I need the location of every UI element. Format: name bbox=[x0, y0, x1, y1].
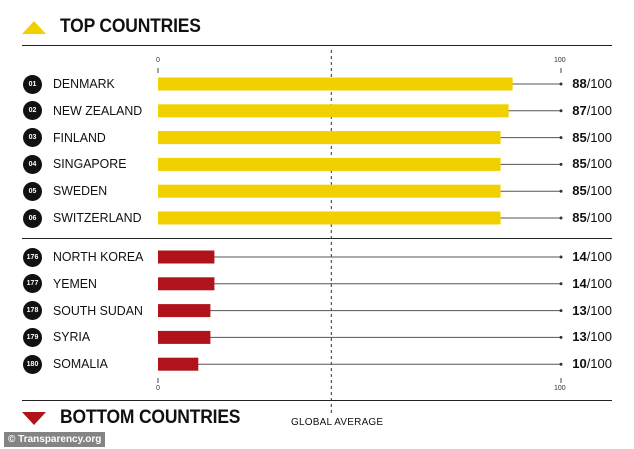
bar-syria bbox=[158, 330, 211, 344]
score-value: 14 bbox=[572, 275, 587, 291]
score-suffix: /100 bbox=[586, 329, 612, 345]
score-label: 85/100 bbox=[572, 210, 612, 226]
bottom-countries-title: BOTTOM COUNTRIES bbox=[60, 407, 241, 428]
global-average-label: GLOBAL AVERAGE bbox=[291, 417, 384, 428]
bar-denmark bbox=[158, 77, 513, 91]
score-value: 85 bbox=[572, 210, 587, 225]
score-suffix: /100 bbox=[586, 102, 612, 118]
triangle-down-icon bbox=[22, 411, 46, 425]
country-label: SINGAPORE bbox=[53, 156, 127, 172]
bar-track-end-dot bbox=[559, 216, 563, 220]
bar-new-zealand bbox=[158, 104, 509, 118]
score-suffix: /100 bbox=[586, 156, 612, 172]
score-label: 85/100 bbox=[572, 183, 612, 199]
bar-track-end-dot bbox=[559, 162, 563, 166]
score-value: 85 bbox=[572, 183, 587, 199]
rank-badge: 05 bbox=[23, 181, 42, 201]
bar-track-end-dot bbox=[559, 309, 563, 313]
rank-badge: 03 bbox=[23, 128, 42, 148]
score-suffix: /100 bbox=[586, 356, 612, 372]
bar-yemen bbox=[158, 277, 215, 291]
country-label: NORTH KOREA bbox=[53, 249, 144, 264]
score-label: 13/100 bbox=[572, 303, 612, 319]
score-value: 87 bbox=[572, 102, 587, 118]
bar-sweden bbox=[158, 184, 501, 198]
top-countries-heading: TOP COUNTRIES bbox=[22, 16, 213, 38]
score-value: 10 bbox=[572, 356, 587, 372]
rank-badge: 179 bbox=[23, 327, 42, 347]
bar-track-end-dot bbox=[559, 255, 563, 259]
bar-track-end-dot bbox=[559, 136, 563, 140]
bar-somalia bbox=[158, 357, 199, 371]
score-suffix: /100 bbox=[586, 210, 612, 225]
score-suffix: /100 bbox=[586, 76, 612, 91]
score-value: 85 bbox=[572, 129, 587, 145]
source-credit: © Transparency.org bbox=[4, 432, 106, 447]
country-label: YEMEN bbox=[53, 275, 97, 291]
bar-track-end-dot bbox=[559, 335, 563, 339]
score-value: 85 bbox=[572, 156, 587, 172]
score-label: 85/100 bbox=[572, 156, 612, 172]
country-label: SYRIA bbox=[53, 329, 91, 345]
top-countries-title: TOP COUNTRIES bbox=[60, 16, 201, 37]
bottom-countries-heading: BOTTOM COUNTRIES bbox=[22, 407, 256, 429]
bar-singapore bbox=[158, 157, 501, 171]
country-label: SWEDEN bbox=[53, 183, 108, 199]
rank-badge: 177 bbox=[23, 274, 42, 294]
bar-track-end-dot bbox=[559, 362, 563, 366]
bar-track-end-dot bbox=[559, 109, 563, 113]
rank-badge: 01 bbox=[23, 74, 42, 94]
triangle-up-icon bbox=[22, 20, 46, 34]
country-label: DENMARK bbox=[53, 76, 115, 91]
score-suffix: /100 bbox=[586, 275, 612, 291]
score-suffix: /100 bbox=[586, 302, 612, 318]
bar-switzerland bbox=[158, 211, 501, 225]
score-value: 13 bbox=[572, 329, 587, 345]
bar-track-end-dot bbox=[559, 189, 563, 193]
score-value: 13 bbox=[572, 302, 587, 318]
country-label: SOUTH SUDAN bbox=[53, 302, 143, 318]
score-label: 14/100 bbox=[572, 249, 612, 265]
score-label: 85/100 bbox=[572, 130, 612, 146]
score-value: 14 bbox=[572, 249, 587, 264]
rank-badge: 04 bbox=[23, 154, 42, 174]
score-label: 88/100 bbox=[572, 76, 612, 92]
bar-track-end-dot bbox=[559, 82, 563, 86]
country-label: SWITZERLAND bbox=[53, 210, 142, 225]
country-label: SOMALIA bbox=[53, 356, 108, 372]
group-divider bbox=[22, 238, 612, 239]
score-label: 13/100 bbox=[572, 329, 612, 345]
score-label: 14/100 bbox=[572, 276, 612, 292]
bar-track-end-dot bbox=[559, 282, 563, 286]
score-label: 87/100 bbox=[572, 103, 612, 119]
rank-badge: 02 bbox=[23, 101, 42, 121]
score-suffix: /100 bbox=[586, 183, 612, 199]
axis-min-label-bottom: 0 bbox=[156, 385, 160, 392]
score-suffix: /100 bbox=[586, 249, 612, 264]
axis-max-label-bottom: 100 bbox=[554, 385, 566, 392]
rank-badge: 176 bbox=[23, 247, 42, 267]
bar-south-sudan bbox=[158, 304, 211, 318]
rank-badge: 178 bbox=[23, 301, 42, 321]
score-suffix: /100 bbox=[586, 129, 612, 145]
top-divider bbox=[22, 45, 612, 46]
score-label: 10/100 bbox=[572, 356, 612, 372]
axis-max-label-top: 100 bbox=[554, 57, 566, 64]
rank-badge: 06 bbox=[23, 208, 42, 228]
bar-finland bbox=[158, 131, 501, 145]
bar-north-korea bbox=[158, 250, 215, 264]
rank-badge: 180 bbox=[23, 354, 42, 374]
axis-min-label-top: 0 bbox=[156, 57, 160, 64]
bottom-divider bbox=[22, 400, 612, 401]
score-value: 88 bbox=[572, 76, 587, 91]
country-label: FINLAND bbox=[53, 129, 106, 145]
country-label: NEW ZEALAND bbox=[53, 102, 143, 118]
